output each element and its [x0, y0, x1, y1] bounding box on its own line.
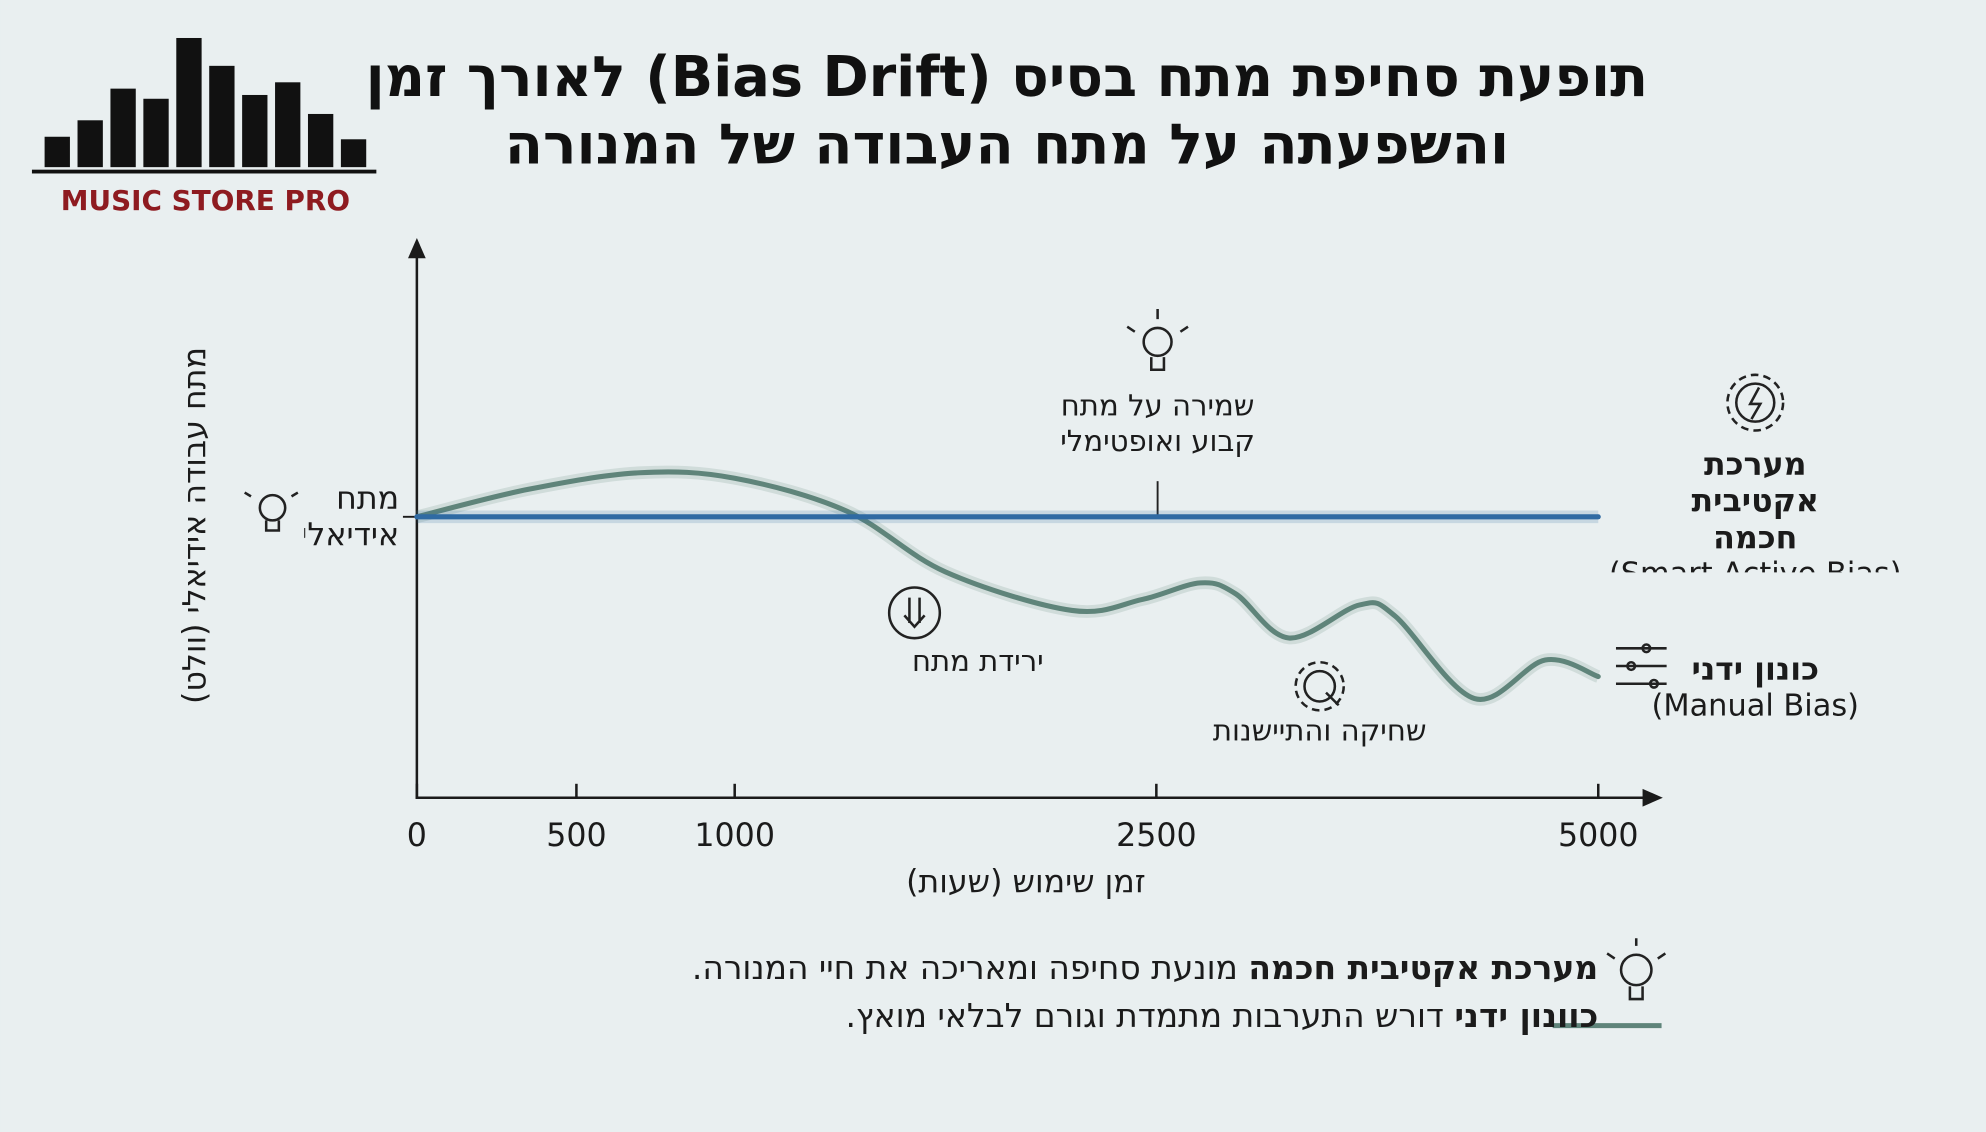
x-tick-label: 0	[407, 818, 427, 854]
y-tick-label-box: מתח אידיאלי	[304, 481, 400, 554]
note-bold: מערכת אקטיבית חכמה	[1248, 949, 1599, 988]
note-box: כוונון ידני דורש התערבות מתמדת וגורם לבל…	[380, 998, 1598, 1036]
series-name-en: (Manual Bias)	[1651, 687, 1860, 724]
chart-title-line: והשפעתה על מתח העבודה של המנורה	[504, 112, 1510, 178]
annotation-line: שמירה על מתח	[1060, 389, 1255, 423]
note: מערכת אקטיבית חכמה מונעת סחיפה ומאריכה א…	[380, 950, 1598, 988]
series-line	[414, 469, 1601, 702]
chart-title: תופעת סחיפת מתח בסיס (Bias Drift) לאורך …	[304, 46, 1710, 180]
series-name: כונון ידני	[1691, 650, 1820, 688]
chart-title-line: תופעת סחיפת מתח בסיס (Bias Drift) לאורך …	[365, 45, 1649, 111]
down-icon	[887, 586, 942, 640]
series-name: מערכת אקטיבית חכמה	[1691, 445, 1819, 556]
chart-title-box: תופעת סחיפת מתח בסיס (Bias Drift) לאורך …	[304, 46, 1710, 180]
bulb-icon	[244, 308, 1667, 1001]
series-label: כונון ידני(Manual Bias)	[1608, 651, 1902, 723]
logo-bars	[31, 37, 377, 174]
note-text: דורש התערבות מתמדת וגורם לבלאי מואץ.	[845, 997, 1444, 1036]
x-tick-label: 2500	[1116, 818, 1197, 854]
series-label-box: מערכת אקטיבית חכמה(Smart Active Bias)	[1608, 446, 1902, 573]
note-bold: כוונון ידני	[1454, 997, 1599, 1036]
series-name-en: (Smart Active Bias)	[1608, 556, 1902, 572]
annotation: ירידת מתח	[788, 646, 1168, 681]
annotation: שחיקה והתיישנות	[1130, 715, 1510, 750]
annotation-line: קבוע ואופטימלי	[1060, 424, 1255, 458]
logo-text: MUSIC STORE PRO	[61, 184, 350, 217]
axes	[408, 238, 1663, 807]
annotation-box: שמירה על מתח קבוע ואופטימלי	[968, 390, 1348, 460]
gear-icon	[1294, 373, 1785, 712]
note-box: מערכת אקטיבית חכמה מונעת סחיפה ומאריכה א…	[380, 950, 1598, 988]
annotation-box: שחיקה והתיישנות	[1130, 715, 1510, 750]
slider-icon	[1615, 643, 1667, 689]
x-tick-label: 5000	[1558, 818, 1639, 854]
y-tick-label: מתח אידיאלי	[304, 481, 400, 554]
annotation-line: ירידת מתח	[911, 645, 1044, 679]
x-tick-label: 1000	[694, 818, 775, 854]
annotation-line: שחיקה והתיישנות	[1212, 715, 1427, 749]
x-tick-label: 500	[546, 818, 606, 854]
annotation-box: ירידת מתח	[788, 646, 1168, 681]
series-label-box: כונון ידני (Manual Bias)	[1608, 651, 1902, 723]
note: כוונון ידני דורש התערבות מתמדת וגורם לבל…	[380, 998, 1598, 1036]
y-axis-label: מתח עבודה אידיאלי (וולט)	[178, 347, 214, 704]
note-text: מונעת סחיפה ומאריכה את חיי המנורה.	[691, 949, 1238, 988]
series-label: מערכת אקטיבית חכמה(Smart Active Bias)	[1608, 446, 1902, 573]
x-axis-label: זמן שימוש (שעות)	[906, 863, 1146, 901]
x-axis-label-box: זמן שימוש (שעות)	[906, 863, 1146, 901]
